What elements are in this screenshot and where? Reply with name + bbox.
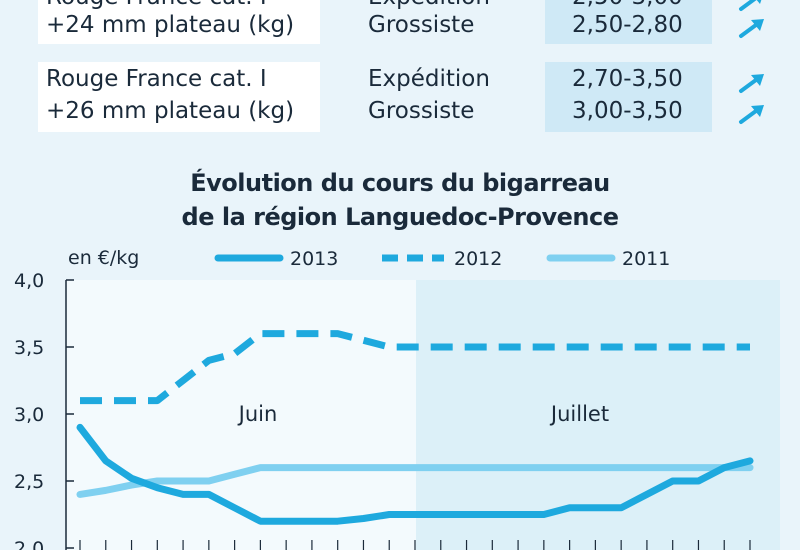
plot-area-june (66, 280, 416, 550)
series-line-2013 (76, 423, 754, 525)
up-arrow-icon (739, 105, 764, 124)
stage-2b: Grossiste (368, 98, 475, 124)
up-arrow-icon (739, 74, 764, 93)
price-cell-bg-1 (545, 0, 712, 44)
product-cell-bg-2 (38, 62, 320, 132)
price-2a: 2,70-3,50 (572, 66, 683, 92)
legend-label-2012: 2012 (454, 248, 502, 270)
legend-label-2011: 2011 (622, 248, 670, 270)
price-1a: 2,50-3,00 (572, 0, 683, 11)
y-tick-label: 4,0 (14, 270, 44, 292)
chart-title-line-1: Évolution du cours du bigarreau (190, 169, 610, 197)
period-label-june: Juin (237, 402, 278, 426)
product-line-2a: Rouge France cat. I (46, 66, 267, 92)
y-axis-unit-label: en €/kg (68, 247, 139, 269)
stage-1b: Grossiste (368, 12, 475, 38)
up-arrow-icon (739, 19, 764, 38)
y-tick-label: 2,0 (14, 538, 44, 550)
legend: 2013 2012 2011 (214, 248, 670, 270)
up-arrow-icon (739, 0, 762, 11)
y-tick-label: 2,5 (14, 471, 44, 493)
y-tick-label: 3,0 (14, 404, 44, 426)
plot-area-july (416, 280, 780, 550)
period-label-july: Juillet (549, 402, 609, 426)
legend-label-2013: 2013 (290, 248, 338, 270)
price-1b: 2,50-2,80 (572, 12, 683, 38)
chart-title-line-2: de la région Languedoc-Provence (181, 203, 619, 231)
y-tick-label: 3,5 (14, 337, 44, 359)
price-table: Rouge France cat. I +24 mm plateau (kg) … (0, 0, 800, 150)
series-line-2011 (76, 464, 754, 498)
product-line-2b: +26 mm plateau (kg) (46, 98, 295, 124)
price-cell-bg-2 (545, 62, 712, 132)
series-line-2012 (80, 330, 750, 405)
stage-2a: Expédition (368, 66, 490, 92)
product-line-1b: +24 mm plateau (kg) (46, 12, 295, 38)
price-2b: 3,00-3,50 (572, 98, 683, 124)
product-cell-bg-1 (38, 0, 320, 44)
stage-1a: Expédition (368, 0, 490, 11)
product-line-1a: Rouge France cat. I (46, 0, 267, 11)
